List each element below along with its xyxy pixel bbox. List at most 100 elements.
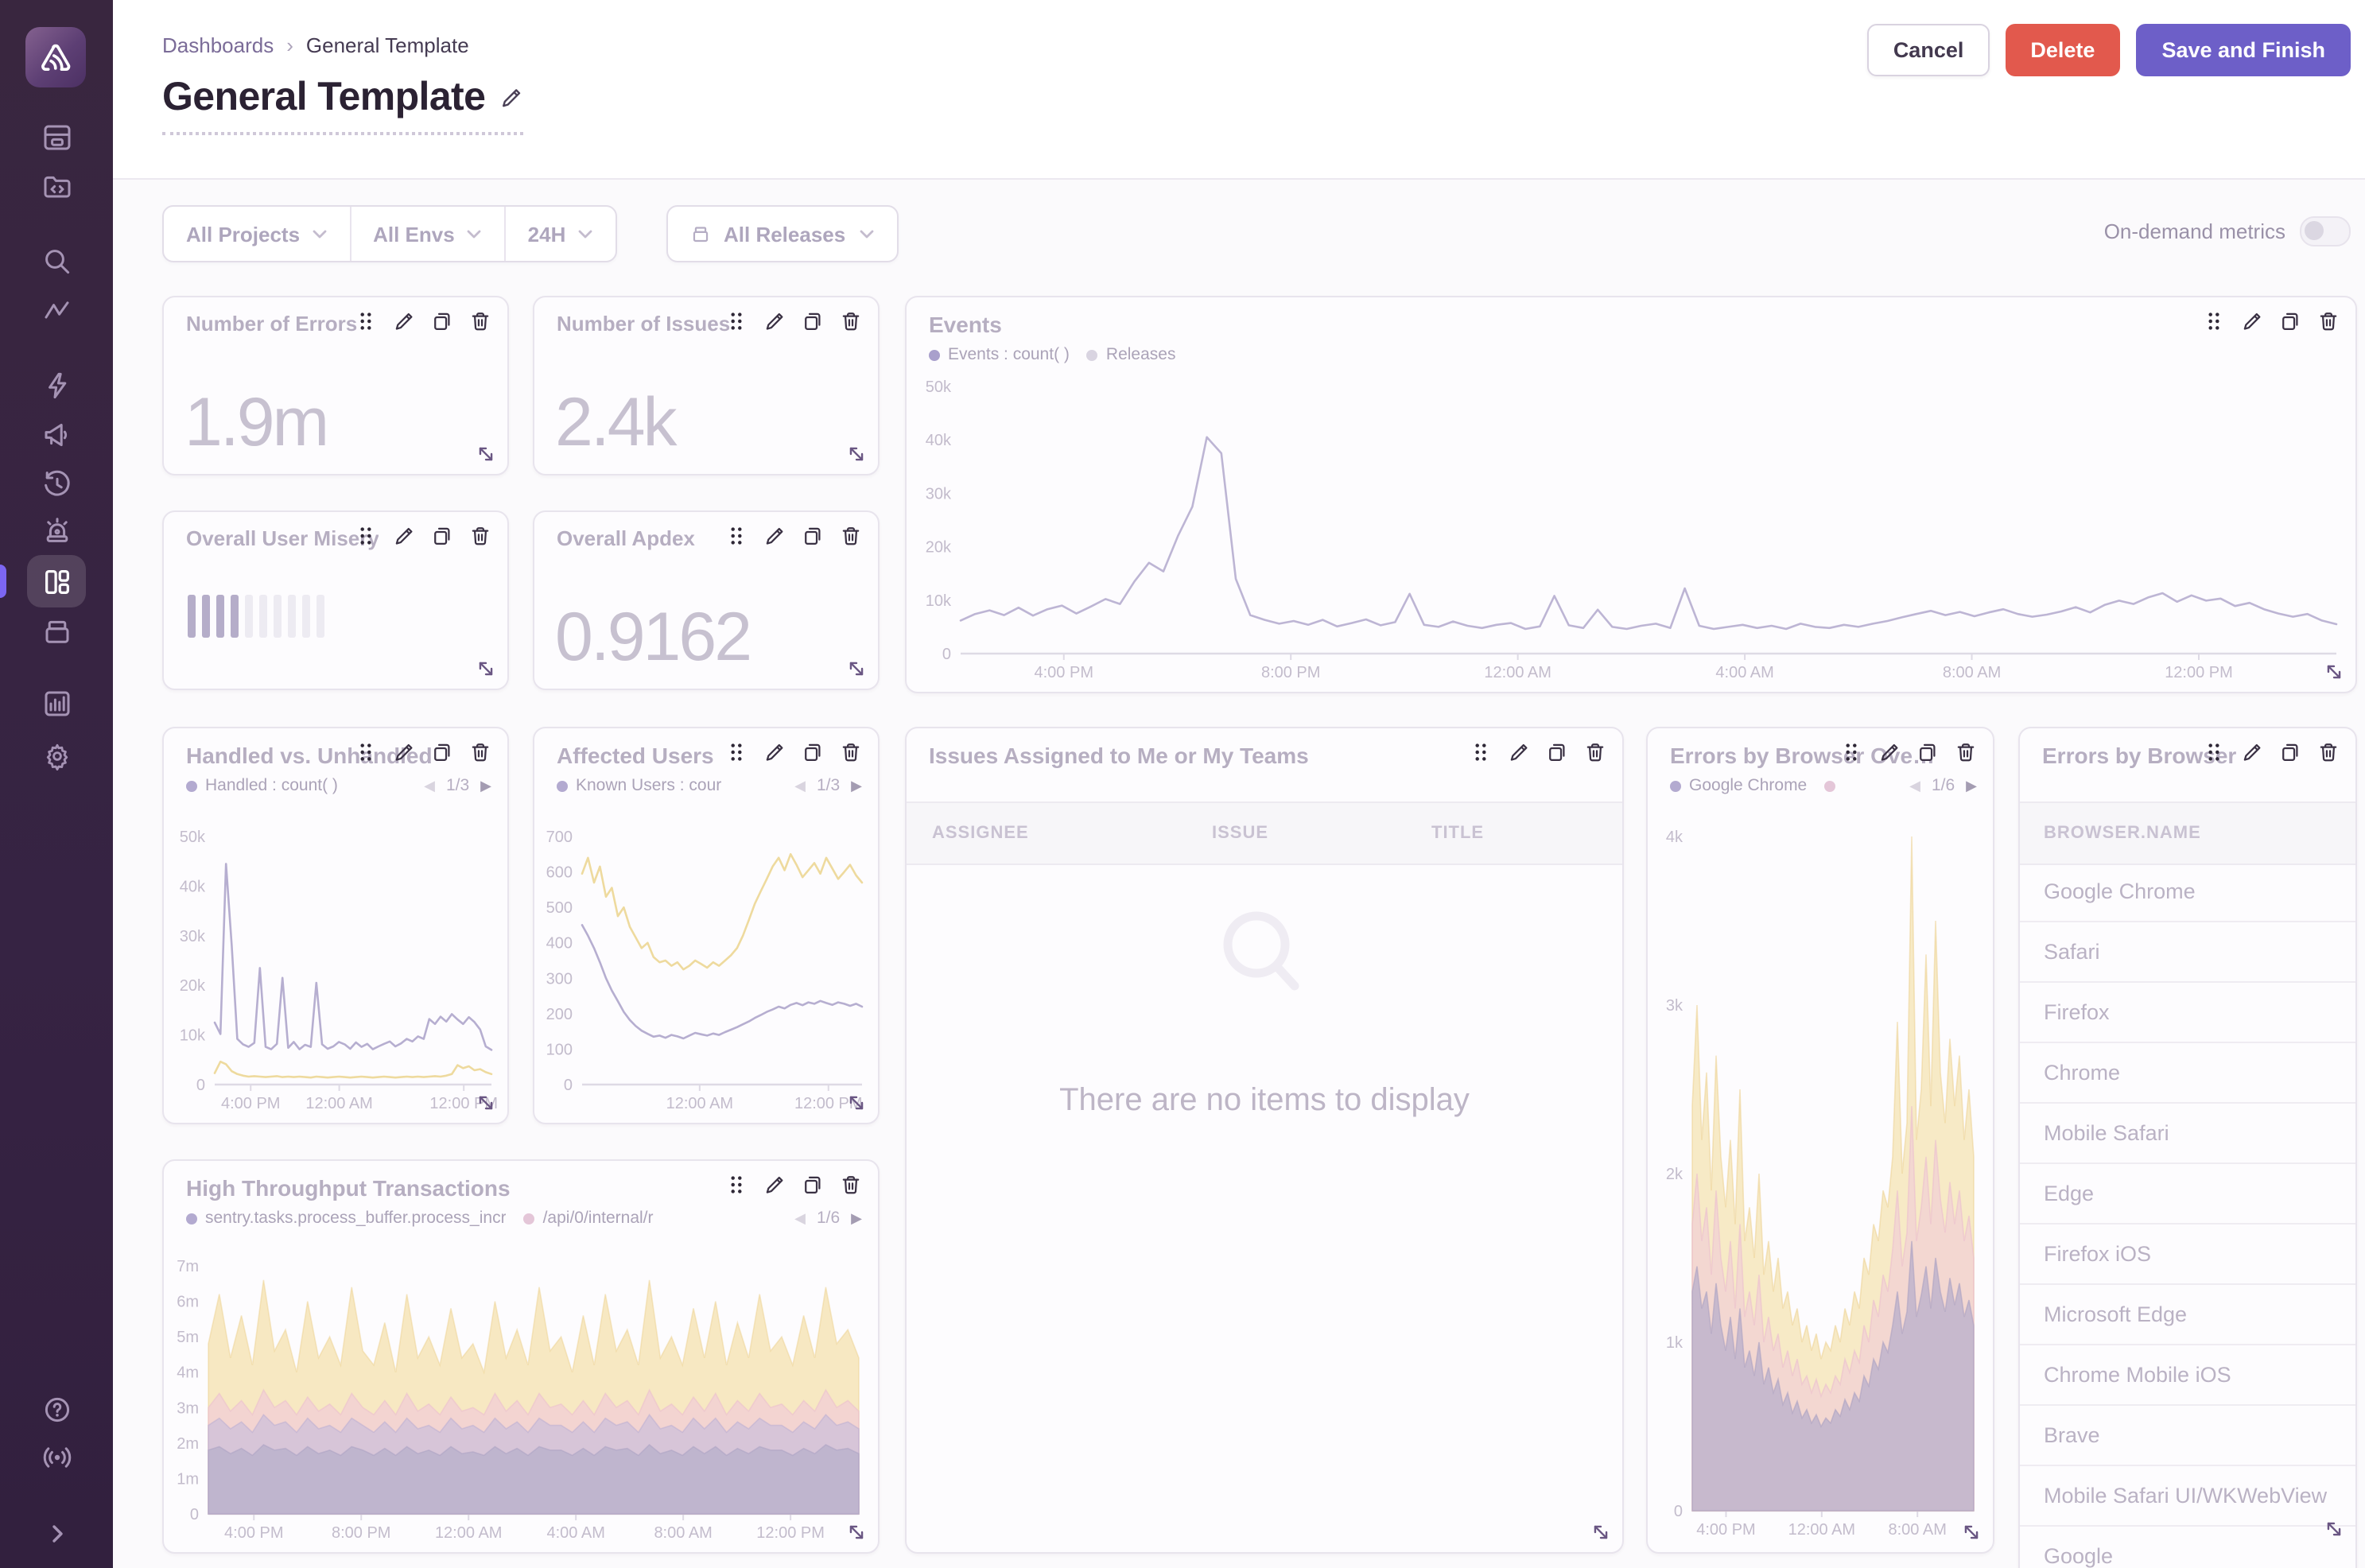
svg-text:10k: 10k bbox=[926, 592, 952, 610]
search-icon[interactable] bbox=[40, 245, 73, 278]
delete-widget-icon[interactable] bbox=[1584, 741, 1606, 763]
svg-text:2m: 2m bbox=[177, 1435, 199, 1453]
delete-widget-icon[interactable] bbox=[469, 741, 491, 763]
drag-handle-icon[interactable] bbox=[725, 1174, 748, 1196]
dashboards-icon[interactable] bbox=[27, 555, 86, 607]
page-prev-icon[interactable]: ◀ bbox=[1909, 777, 1920, 793]
delete-widget-icon[interactable] bbox=[840, 310, 862, 332]
drag-handle-icon[interactable] bbox=[2203, 741, 2225, 763]
help-icon[interactable] bbox=[40, 1393, 73, 1426]
duplicate-widget-icon[interactable] bbox=[431, 310, 453, 332]
page-next-icon[interactable]: ▶ bbox=[851, 1209, 862, 1225]
edit-widget-icon[interactable] bbox=[393, 525, 415, 547]
settings-icon[interactable] bbox=[40, 739, 73, 773]
duplicate-widget-icon[interactable] bbox=[1546, 741, 1568, 763]
page-next-icon[interactable]: ▶ bbox=[1966, 777, 1977, 793]
delete-widget-icon[interactable] bbox=[840, 1174, 862, 1196]
edit-widget-icon[interactable] bbox=[763, 741, 786, 763]
page-prev-icon[interactable]: ◀ bbox=[794, 777, 806, 793]
duplicate-widget-icon[interactable] bbox=[2279, 310, 2301, 332]
resize-handle-icon[interactable] bbox=[1590, 1522, 1611, 1543]
duplicate-widget-icon[interactable] bbox=[431, 741, 453, 763]
feedback-icon[interactable] bbox=[40, 418, 73, 452]
time-range-filter[interactable]: 24H bbox=[503, 207, 616, 261]
replays-icon[interactable] bbox=[40, 468, 73, 501]
resize-handle-icon[interactable] bbox=[476, 1093, 496, 1113]
page-next-icon[interactable]: ▶ bbox=[851, 777, 862, 793]
delete-widget-icon[interactable] bbox=[2317, 310, 2340, 332]
projects-filter[interactable]: All Projects bbox=[164, 207, 349, 261]
traces-icon[interactable] bbox=[40, 294, 73, 328]
broadcast-icon[interactable] bbox=[40, 1441, 73, 1474]
lightning-icon[interactable] bbox=[40, 369, 73, 402]
drag-handle-icon[interactable] bbox=[725, 525, 748, 547]
projects-icon[interactable] bbox=[40, 170, 73, 204]
legend-item[interactable]: sentry.tasks.process_buffer.process_incr bbox=[186, 1209, 507, 1228]
resize-handle-icon[interactable] bbox=[1961, 1522, 1982, 1543]
sentry-logo[interactable] bbox=[25, 27, 86, 87]
environments-filter[interactable]: All Envs bbox=[349, 207, 504, 261]
duplicate-widget-icon[interactable] bbox=[802, 741, 824, 763]
duplicate-widget-icon[interactable] bbox=[1916, 741, 1939, 763]
drag-handle-icon[interactable] bbox=[355, 310, 377, 332]
edit-widget-icon[interactable] bbox=[763, 310, 786, 332]
drag-handle-icon[interactable] bbox=[1470, 741, 1492, 763]
edit-widget-icon[interactable] bbox=[393, 310, 415, 332]
releases-filter[interactable]: All Releases bbox=[666, 205, 899, 262]
page-prev-icon[interactable]: ◀ bbox=[794, 1209, 806, 1225]
delete-widget-icon[interactable] bbox=[840, 525, 862, 547]
page-next-icon[interactable]: ▶ bbox=[480, 777, 491, 793]
drag-handle-icon[interactable] bbox=[355, 525, 377, 547]
legend-item[interactable]: Handled : count( ) bbox=[186, 776, 338, 795]
page-prev-icon[interactable]: ◀ bbox=[424, 777, 435, 793]
edit-widget-icon[interactable] bbox=[393, 741, 415, 763]
delete-widget-icon[interactable] bbox=[1955, 741, 1977, 763]
releases-icon[interactable] bbox=[40, 615, 73, 649]
legend-item[interactable]: Releases bbox=[1086, 345, 1175, 364]
edit-widget-icon[interactable] bbox=[1508, 741, 1530, 763]
stats-icon[interactable] bbox=[40, 687, 73, 720]
edit-widget-icon[interactable] bbox=[763, 525, 786, 547]
legend-item[interactable]: Events : count( ) bbox=[929, 345, 1070, 364]
drag-handle-icon[interactable] bbox=[725, 741, 748, 763]
duplicate-widget-icon[interactable] bbox=[802, 525, 824, 547]
resize-handle-icon[interactable] bbox=[846, 444, 867, 464]
drag-handle-icon[interactable] bbox=[2203, 310, 2225, 332]
resize-handle-icon[interactable] bbox=[476, 658, 496, 679]
edit-title-icon[interactable] bbox=[499, 86, 523, 110]
delete-widget-icon[interactable] bbox=[469, 525, 491, 547]
delete-widget-icon[interactable] bbox=[840, 741, 862, 763]
breadcrumb-dashboards-link[interactable]: Dashboards bbox=[162, 33, 274, 57]
drag-handle-icon[interactable] bbox=[355, 741, 377, 763]
cancel-button[interactable]: Cancel bbox=[1867, 24, 1990, 76]
alerts-icon[interactable] bbox=[40, 515, 73, 549]
delete-widget-icon[interactable] bbox=[469, 310, 491, 332]
resize-handle-icon[interactable] bbox=[846, 1093, 867, 1113]
resize-handle-icon[interactable] bbox=[2324, 1519, 2344, 1539]
delete-widget-icon[interactable] bbox=[2317, 741, 2340, 763]
legend-item[interactable]: Google Chrome bbox=[1670, 776, 1807, 795]
legend-item[interactable] bbox=[1824, 780, 1843, 791]
save-and-finish-button[interactable]: Save and Finish bbox=[2136, 24, 2351, 76]
legend-item[interactable]: /api/0/internal/r bbox=[523, 1209, 654, 1228]
on-demand-metrics-toggle[interactable] bbox=[2300, 216, 2351, 246]
drag-handle-icon[interactable] bbox=[725, 310, 748, 332]
edit-widget-icon[interactable] bbox=[2241, 310, 2263, 332]
resize-handle-icon[interactable] bbox=[2324, 662, 2344, 682]
resize-handle-icon[interactable] bbox=[846, 1522, 867, 1543]
resize-handle-icon[interactable] bbox=[846, 658, 867, 679]
duplicate-widget-icon[interactable] bbox=[802, 310, 824, 332]
edit-widget-icon[interactable] bbox=[763, 1174, 786, 1196]
drag-handle-icon[interactable] bbox=[1840, 741, 1862, 763]
issues-icon[interactable] bbox=[40, 121, 73, 154]
edit-widget-icon[interactable] bbox=[1878, 741, 1901, 763]
duplicate-widget-icon[interactable] bbox=[2279, 741, 2301, 763]
collapse-icon[interactable] bbox=[40, 1517, 73, 1551]
edit-widget-icon[interactable] bbox=[2241, 741, 2263, 763]
delete-button[interactable]: Delete bbox=[2005, 24, 2121, 76]
legend-item[interactable]: Known Users : cour bbox=[557, 776, 721, 795]
duplicate-widget-icon[interactable] bbox=[431, 525, 453, 547]
duplicate-widget-icon[interactable] bbox=[802, 1174, 824, 1196]
widget-toolbar bbox=[355, 310, 491, 332]
resize-handle-icon[interactable] bbox=[476, 444, 496, 464]
